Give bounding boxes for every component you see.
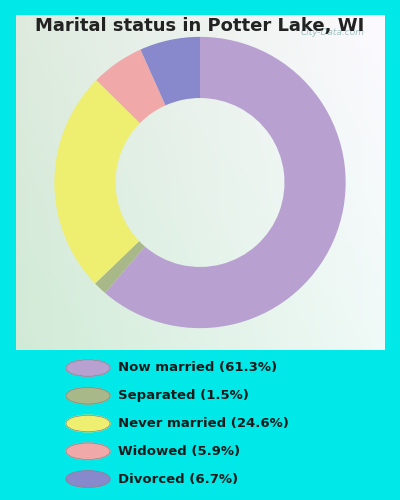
Wedge shape (96, 50, 166, 123)
Text: City-Data.com: City-Data.com (300, 28, 364, 38)
Circle shape (66, 415, 110, 432)
Wedge shape (54, 80, 140, 284)
Text: Marital status in Potter Lake, WI: Marital status in Potter Lake, WI (35, 18, 365, 36)
Text: Divorced (6.7%): Divorced (6.7%) (118, 472, 238, 486)
Wedge shape (140, 37, 200, 106)
Circle shape (66, 443, 110, 460)
Wedge shape (105, 37, 346, 328)
Circle shape (66, 360, 110, 376)
Circle shape (66, 388, 110, 404)
Text: Never married (24.6%): Never married (24.6%) (118, 417, 289, 430)
Text: Separated (1.5%): Separated (1.5%) (118, 389, 249, 402)
Circle shape (66, 471, 110, 487)
Wedge shape (95, 241, 145, 293)
Text: Now married (61.3%): Now married (61.3%) (118, 362, 277, 374)
Text: Widowed (5.9%): Widowed (5.9%) (118, 445, 240, 458)
